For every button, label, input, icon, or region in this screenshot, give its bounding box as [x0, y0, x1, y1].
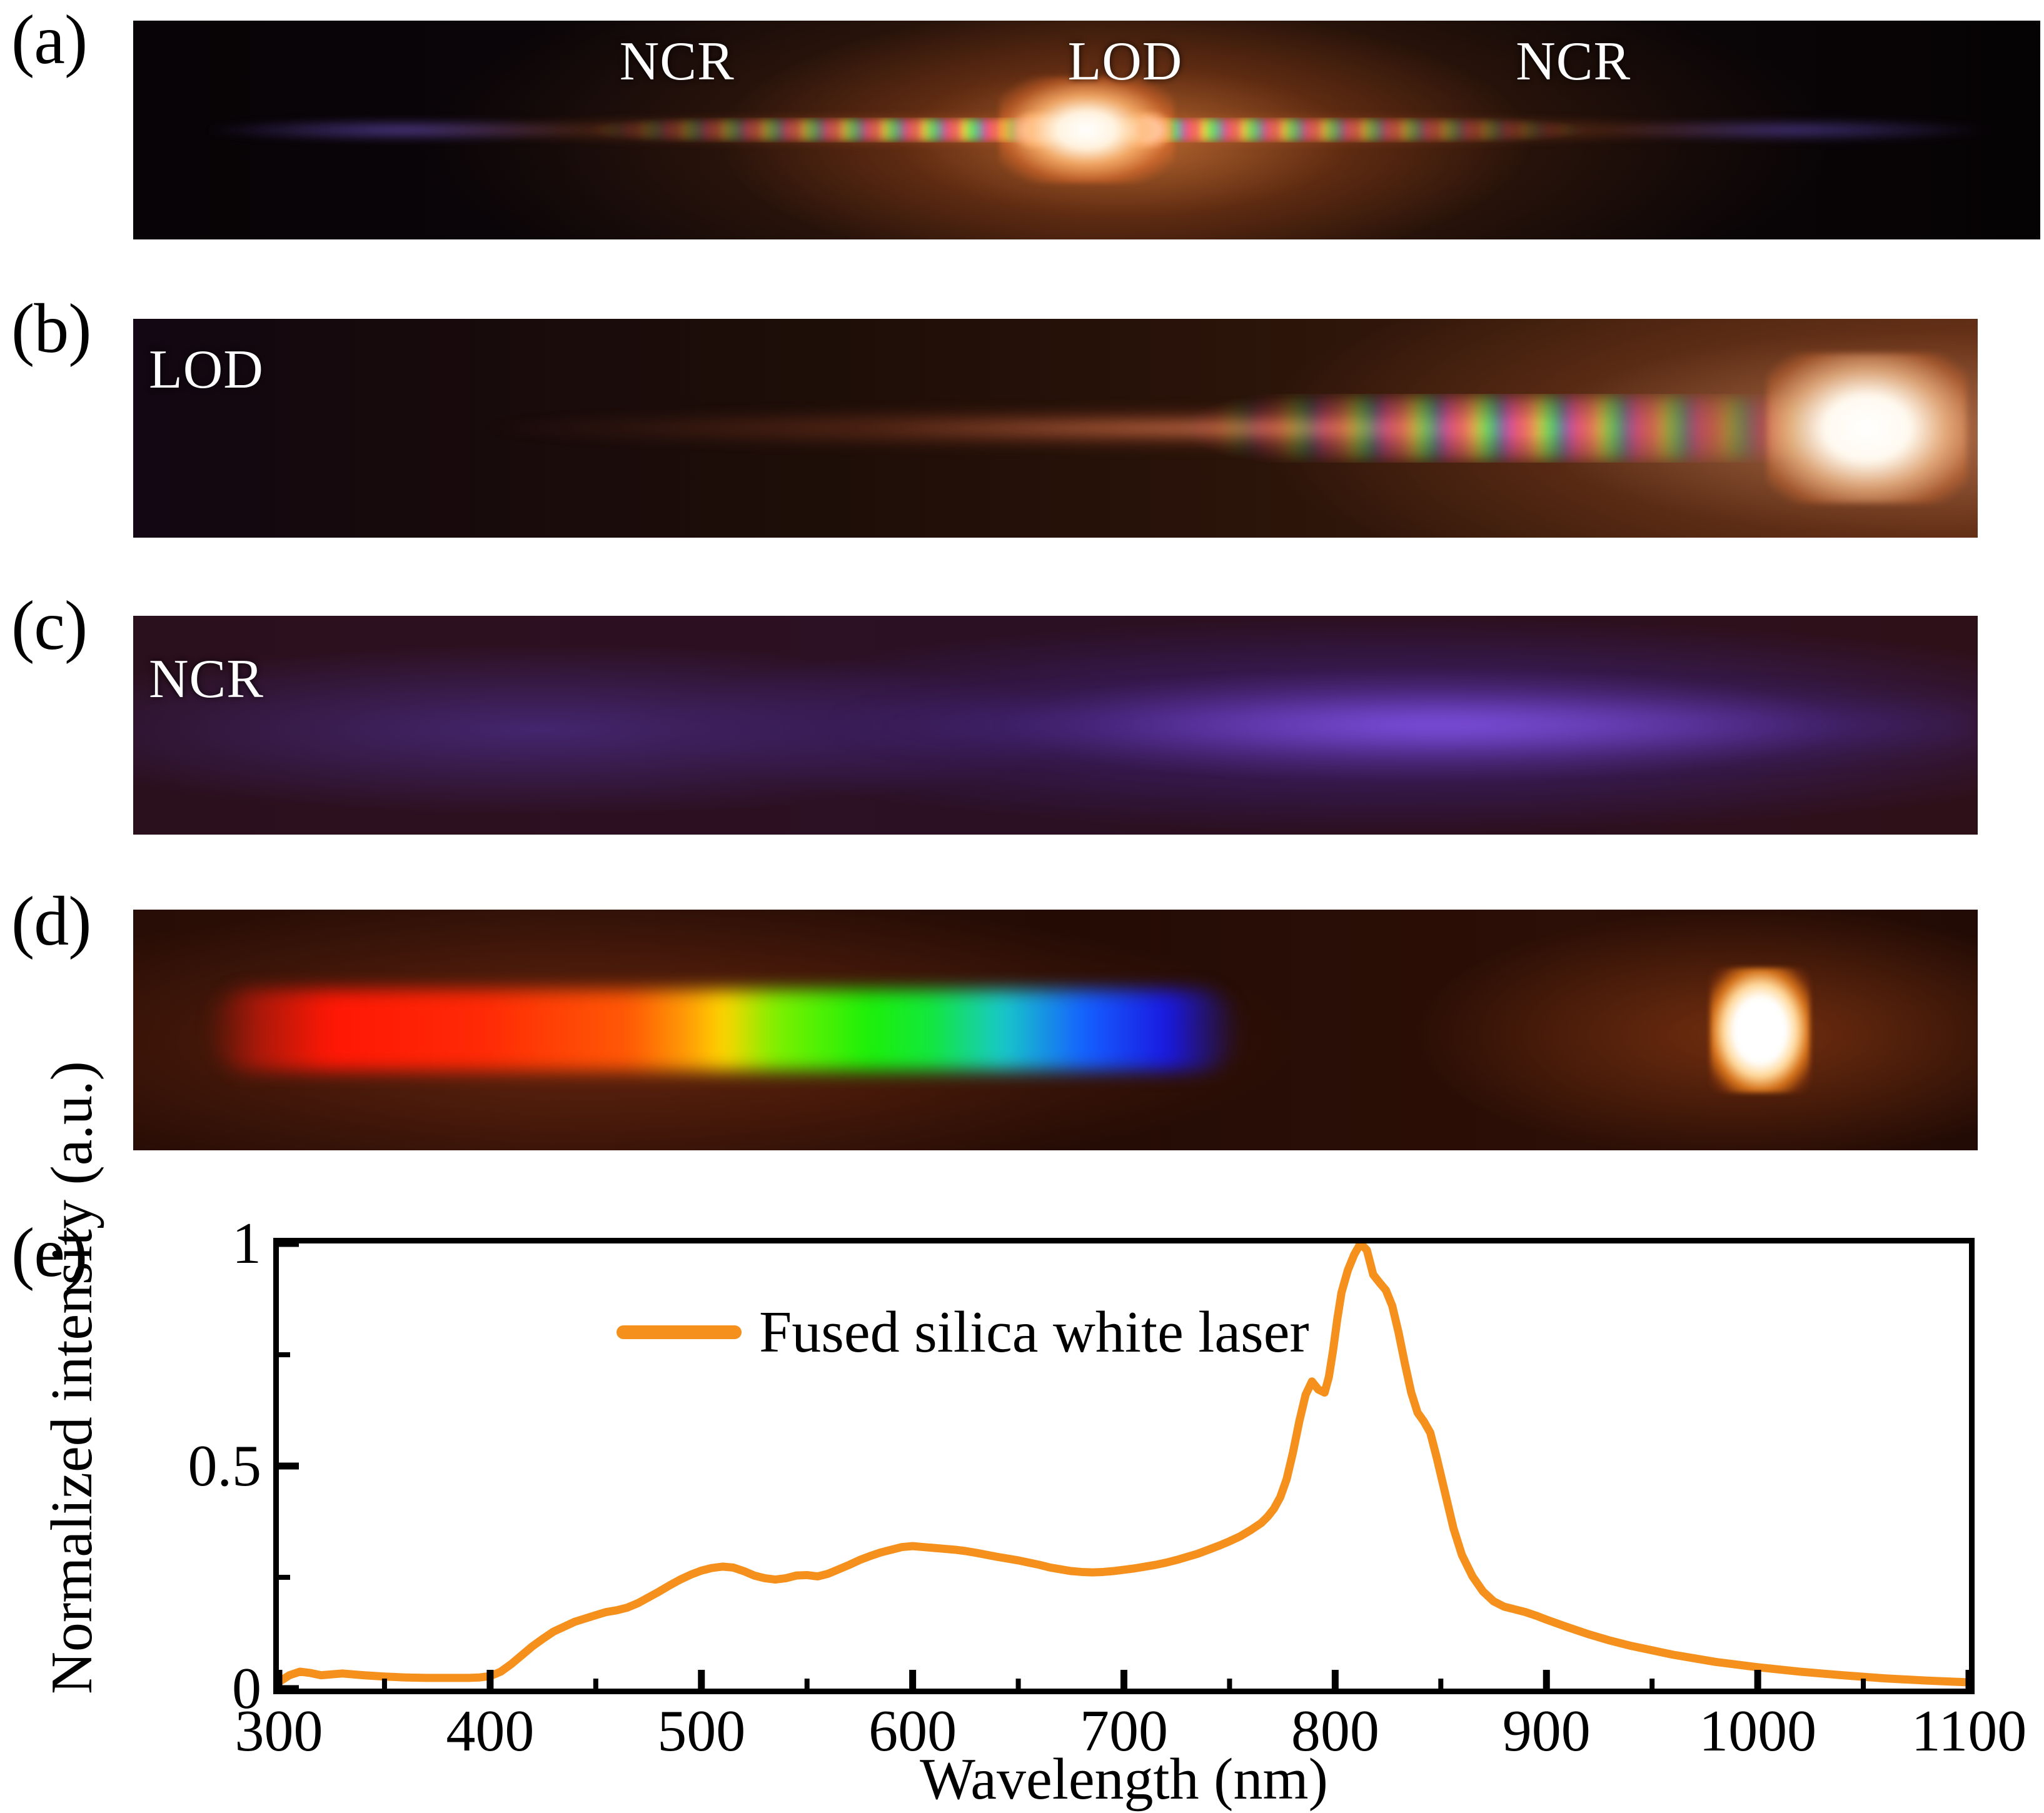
panel-a-annotation-ncr-right: NCR	[1516, 31, 1631, 92]
chart-legend: Fused silica white laser	[617, 1303, 1309, 1362]
chart-y-tick-label: 0.5	[188, 1434, 262, 1499]
panel-c-violet-glow	[133, 666, 1978, 785]
chart-x-tick-label: 400	[446, 1699, 535, 1764]
panel-b-photo: LOD	[133, 319, 1978, 538]
chart-x-tick-label: 600	[868, 1699, 957, 1764]
panel-c-photo: NCR	[133, 616, 1978, 835]
panel-d-label: (d)	[11, 883, 92, 960]
chart-y-tick-label: 0	[232, 1656, 261, 1721]
chart-plot-area: Fused silica white laser	[273, 1238, 1975, 1694]
panel-b-label: (b)	[11, 290, 92, 368]
chart-x-tick-label: 900	[1502, 1699, 1591, 1764]
chart-y-axis-label: Normalized intensity (a.u.)	[39, 1061, 104, 1694]
panel-b-white-core	[1767, 353, 1967, 503]
chart-x-tick-label: 1000	[1699, 1699, 1817, 1764]
panel-b-annotation-lod: LOD	[149, 339, 264, 400]
panel-d-rainbow-streak	[207, 989, 1240, 1071]
chart-x-tick-label: 500	[657, 1699, 746, 1764]
panel-d-white-spot	[1709, 967, 1810, 1093]
panel-a-label: (a)	[11, 1, 88, 79]
chart-x-tick-label: 800	[1291, 1699, 1379, 1764]
chart-x-tick-label: 300	[234, 1699, 323, 1764]
legend-color-swatch	[617, 1325, 742, 1339]
chart-y-tick-labels: 0 0.5 1	[113, 1214, 262, 1718]
panel-e-label: (e)	[11, 1214, 88, 1292]
panel-a-white-core	[999, 77, 1174, 183]
chart-series-fused-silica-white-laser	[279, 1243, 1969, 1687]
panel-d-photo	[133, 910, 1978, 1150]
panel-c-label: (c)	[11, 587, 88, 665]
chart-y-tick-label: 1	[232, 1211, 261, 1276]
panel-a-photo: NCR LOD NCR	[133, 21, 2040, 239]
chart-x-tick-label: 1100	[1911, 1699, 2027, 1764]
legend-label-fused-silica-white-laser: Fused silica white laser	[759, 1300, 1309, 1365]
panel-a-annotation-ncr-left: NCR	[619, 31, 735, 92]
panel-e-chart: (e) Normalized intensity (a.u.) Waveleng…	[0, 1061, 2044, 1813]
panel-a-annotation-lod: LOD	[1067, 31, 1183, 92]
chart-curve-svg	[279, 1243, 1969, 1689]
panel-b-interference-fringes	[1147, 394, 1830, 463]
chart-x-axis-label: Wavelength (nm)	[920, 1747, 1328, 1812]
chart-x-tick-label: 700	[1080, 1699, 1168, 1764]
panel-c-annotation-ncr: NCR	[149, 649, 264, 710]
